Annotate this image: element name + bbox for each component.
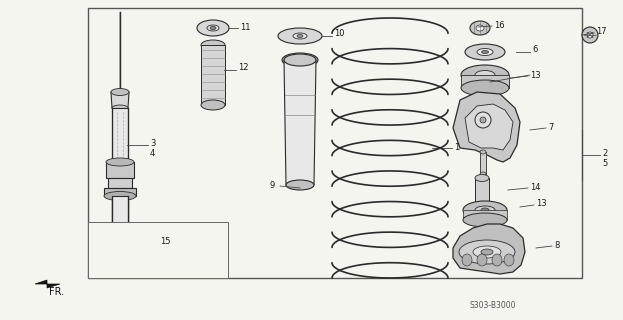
Ellipse shape — [461, 80, 509, 96]
Bar — [88, 8, 582, 278]
Ellipse shape — [294, 58, 306, 62]
Text: 1: 1 — [454, 143, 459, 153]
Text: 7: 7 — [548, 123, 553, 132]
Bar — [480, 152, 486, 174]
Ellipse shape — [459, 240, 515, 264]
Ellipse shape — [477, 254, 487, 266]
Bar — [290, 60, 310, 115]
Ellipse shape — [210, 27, 216, 29]
Ellipse shape — [492, 254, 502, 266]
Bar — [88, 222, 228, 278]
Ellipse shape — [286, 180, 314, 190]
Circle shape — [122, 246, 134, 258]
Text: 17: 17 — [596, 28, 607, 36]
Ellipse shape — [473, 246, 501, 258]
Ellipse shape — [207, 25, 219, 31]
Polygon shape — [35, 280, 60, 288]
Ellipse shape — [470, 21, 490, 35]
Ellipse shape — [481, 249, 493, 255]
Polygon shape — [110, 226, 140, 268]
Ellipse shape — [282, 53, 318, 67]
Polygon shape — [453, 224, 525, 274]
Ellipse shape — [475, 203, 489, 210]
Ellipse shape — [293, 33, 307, 39]
Ellipse shape — [504, 254, 514, 266]
Polygon shape — [112, 108, 128, 228]
Circle shape — [126, 250, 130, 254]
Polygon shape — [108, 178, 132, 188]
Ellipse shape — [475, 206, 495, 214]
Circle shape — [587, 32, 593, 38]
Text: 8: 8 — [554, 241, 559, 250]
Circle shape — [582, 27, 598, 43]
Circle shape — [475, 112, 491, 128]
Ellipse shape — [112, 105, 128, 111]
Text: 6: 6 — [532, 45, 538, 54]
Text: 4: 4 — [150, 148, 155, 157]
Ellipse shape — [201, 40, 225, 50]
Circle shape — [480, 117, 486, 123]
Polygon shape — [96, 242, 102, 253]
Polygon shape — [284, 60, 316, 185]
Text: 10: 10 — [334, 29, 345, 38]
Text: 9: 9 — [270, 180, 275, 189]
Text: 14: 14 — [530, 182, 541, 191]
Text: 12: 12 — [238, 63, 249, 73]
Ellipse shape — [111, 89, 129, 95]
Ellipse shape — [481, 208, 489, 212]
Ellipse shape — [475, 70, 495, 79]
Ellipse shape — [477, 49, 493, 55]
Ellipse shape — [462, 254, 472, 266]
Text: 5: 5 — [602, 158, 607, 167]
Text: 13: 13 — [530, 70, 541, 79]
Ellipse shape — [480, 150, 486, 154]
Text: 15: 15 — [160, 236, 171, 245]
Text: 11: 11 — [240, 22, 250, 31]
Text: 3: 3 — [150, 139, 155, 148]
Polygon shape — [465, 104, 513, 150]
Polygon shape — [463, 210, 507, 220]
Ellipse shape — [463, 213, 507, 227]
Polygon shape — [461, 75, 509, 88]
Polygon shape — [112, 196, 128, 230]
Ellipse shape — [278, 28, 322, 44]
Ellipse shape — [461, 65, 509, 85]
Ellipse shape — [106, 158, 134, 166]
Polygon shape — [201, 45, 225, 105]
Text: 16: 16 — [494, 20, 505, 29]
Text: 13: 13 — [536, 199, 546, 209]
Text: S303-B3000: S303-B3000 — [470, 301, 516, 310]
Ellipse shape — [297, 35, 303, 37]
Polygon shape — [111, 92, 129, 108]
Text: FR.: FR. — [49, 287, 64, 297]
Polygon shape — [106, 162, 134, 178]
Ellipse shape — [197, 20, 229, 36]
Ellipse shape — [201, 100, 225, 110]
Ellipse shape — [476, 25, 484, 31]
Ellipse shape — [475, 174, 489, 181]
Ellipse shape — [463, 201, 507, 219]
Ellipse shape — [465, 44, 505, 60]
Polygon shape — [453, 92, 520, 162]
Text: 2: 2 — [602, 148, 607, 157]
Ellipse shape — [284, 54, 316, 66]
Polygon shape — [104, 188, 136, 196]
Ellipse shape — [104, 191, 136, 201]
Bar — [475, 178, 489, 206]
Ellipse shape — [482, 51, 488, 53]
Ellipse shape — [480, 172, 486, 176]
